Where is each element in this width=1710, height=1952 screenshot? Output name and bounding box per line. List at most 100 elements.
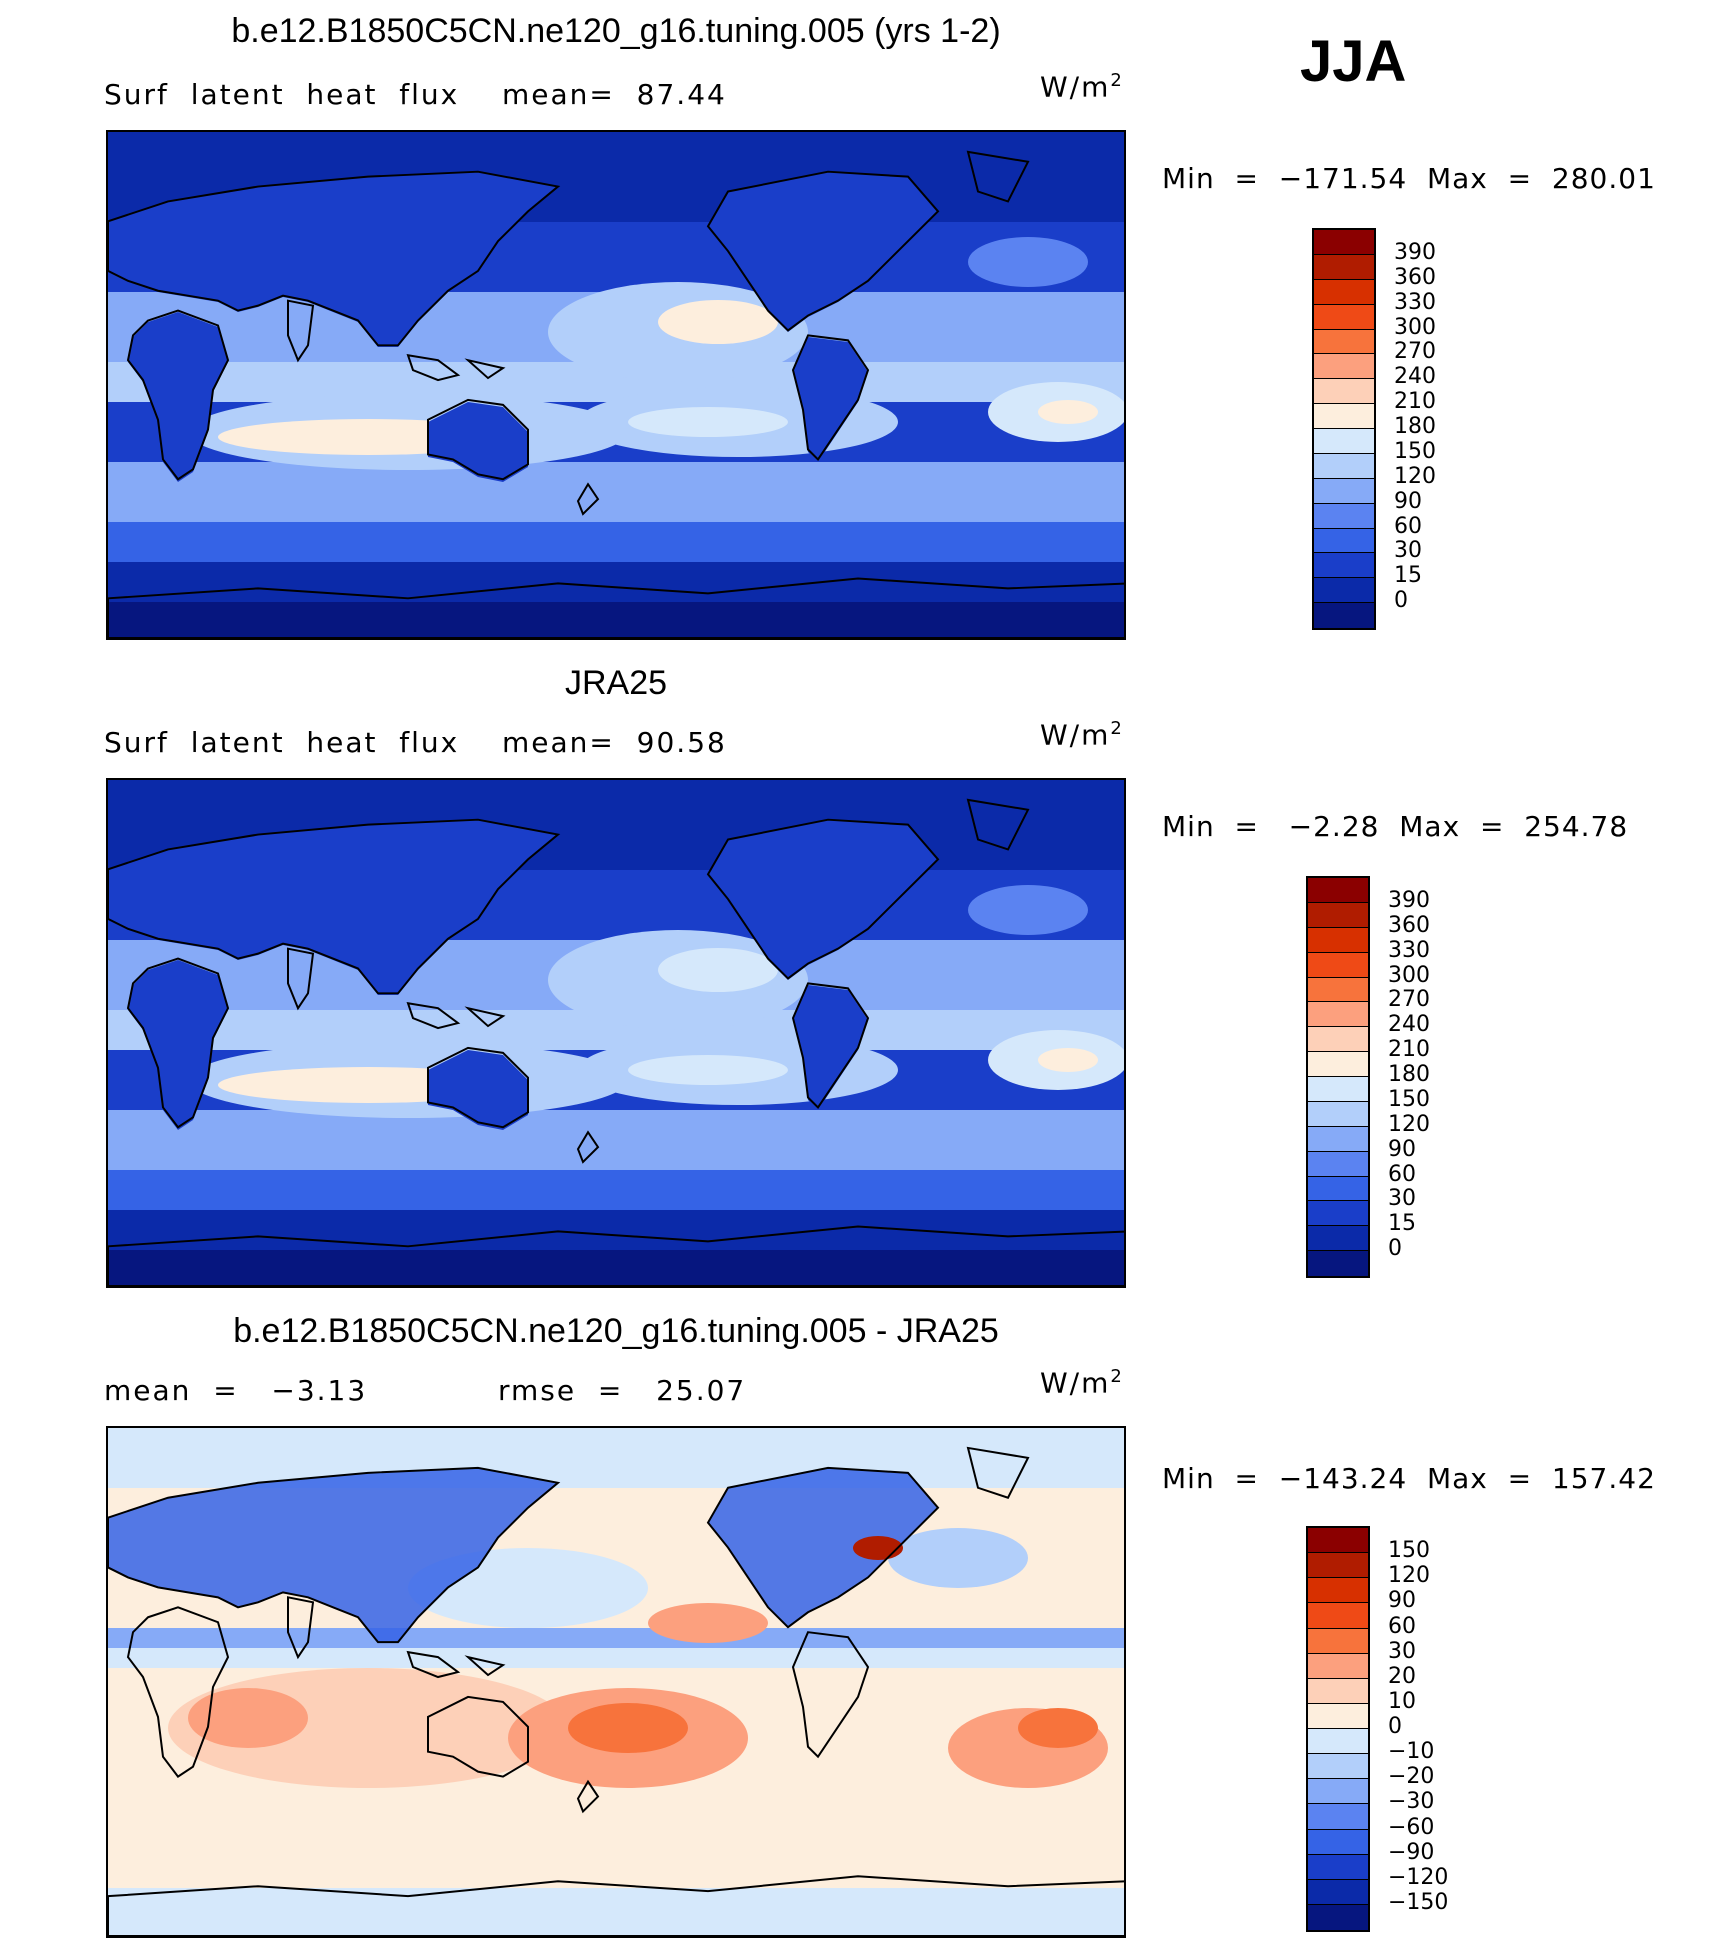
colorbar-tick-label: 0: [1388, 1236, 1402, 1262]
colorbar-tick-label: 180: [1394, 414, 1436, 439]
colorbar-tick-label: 120: [1388, 1111, 1430, 1137]
colorbar-cell: [1308, 1002, 1368, 1028]
colorbar-tick-label: 240: [1388, 1012, 1430, 1038]
colorbar-cell: [1308, 927, 1368, 953]
colorbar-tick-label: 300: [1388, 962, 1430, 988]
colorbar-tick-label: 180: [1388, 1062, 1430, 1087]
colorbar-cell: [1308, 1201, 1368, 1227]
units-label-model: W/m2: [1040, 70, 1124, 104]
colorbar-tick-label: 150: [1388, 1538, 1430, 1564]
colorbar-tick-label: 150: [1388, 1086, 1430, 1112]
colorbar-cell: [1308, 1578, 1368, 1604]
colorbar-cell: [1314, 354, 1374, 380]
colorbar-tick-label: 10: [1388, 1688, 1416, 1714]
colorbar-tick-label: 360: [1388, 912, 1430, 938]
colorbar-model: [1312, 228, 1376, 630]
panel-title-obs: JRA25: [564, 664, 668, 702]
colorbar-cell: [1308, 1729, 1368, 1755]
mean-label-obs: mean= 90.58: [502, 726, 727, 759]
units-label-diff: W/m2: [1040, 1366, 1124, 1400]
contour-map-graphic: [108, 1428, 1124, 1936]
minmax-label-model: Min = −171.54 Max = 280.01: [1162, 162, 1656, 195]
colorbar-tick-label: 30: [1388, 1638, 1416, 1664]
colorbar-tick-label: 90: [1388, 1136, 1416, 1162]
colorbar-tick-label: 15: [1388, 1211, 1416, 1237]
colorbar-cell: [1308, 1528, 1368, 1554]
colorbar-cell: [1308, 1904, 1368, 1930]
colorbar-cell: [1308, 1678, 1368, 1704]
colorbar-cell: [1308, 1754, 1368, 1780]
colorbar-cell: [1314, 553, 1374, 579]
season-label: JJA: [1300, 29, 1407, 94]
units-label-obs: W/m2: [1040, 718, 1124, 752]
colorbar-cell: [1308, 977, 1368, 1003]
colorbar-tick-label: −90: [1388, 1839, 1435, 1865]
variable-label-model: Surf latent heat flux: [104, 78, 460, 111]
colorbar-cell: [1308, 1226, 1368, 1252]
colorbar-cell: [1308, 1779, 1368, 1805]
colorbar-cell: [1314, 230, 1374, 255]
panel-title-model: b.e12.B1850C5CN.ne120_g16.tuning.005 (yr…: [231, 12, 1001, 50]
variable-label-obs: Surf latent heat flux: [104, 726, 460, 759]
colorbar-tick-label: 330: [1394, 289, 1436, 315]
colorbar-cell: [1314, 254, 1374, 280]
colorbar-cell: [1308, 1101, 1368, 1127]
colorbar-cell: [1308, 1829, 1368, 1855]
minmax-label-diff: Min = −143.24 Max = 157.42: [1162, 1462, 1656, 1495]
colorbar-tick-label: 30: [1394, 538, 1422, 564]
colorbar-cell: [1314, 329, 1374, 355]
colorbar-cell: [1308, 1052, 1368, 1077]
colorbar-cell: [1308, 1879, 1368, 1905]
colorbar-cell: [1314, 304, 1374, 330]
colorbar-cell: [1308, 1804, 1368, 1830]
colorbar-cell: [1314, 404, 1374, 429]
colorbar-tick-label: −150: [1388, 1889, 1449, 1915]
colorbar-cell: [1308, 878, 1368, 903]
colorbar-cell: [1314, 478, 1374, 504]
colorbar-cell: [1314, 578, 1374, 604]
colorbar-cell: [1314, 379, 1374, 405]
mean-label-model: mean= 87.44: [502, 78, 727, 111]
map-model: [106, 130, 1126, 640]
colorbar-tick-label: 120: [1388, 1563, 1430, 1589]
colorbar-tick-label: −60: [1388, 1814, 1435, 1840]
colorbar-cell: [1314, 503, 1374, 529]
contour-map-graphic: [108, 780, 1124, 1286]
colorbar-cell: [1308, 1553, 1368, 1579]
colorbar-cell: [1308, 1603, 1368, 1629]
colorbar-tick-label: 360: [1394, 264, 1436, 290]
colorbar-tick-label: −120: [1388, 1864, 1449, 1890]
colorbar-tick-label: 390: [1388, 887, 1430, 913]
colorbar-tick-label: 15: [1394, 563, 1422, 589]
colorbar-cell: [1308, 1854, 1368, 1880]
colorbar-tick-label: 270: [1388, 987, 1430, 1013]
colorbar-cell: [1314, 429, 1374, 454]
panel-title-diff: b.e12.B1850C5CN.ne120_g16.tuning.005 - J…: [233, 1312, 999, 1350]
colorbar-cell: [1308, 1251, 1368, 1276]
colorbar-tick-label: 30: [1388, 1186, 1416, 1212]
colorbar-tick-label: 240: [1394, 364, 1436, 390]
colorbar-cell: [1308, 1703, 1368, 1729]
colorbar-tick-label: −30: [1388, 1789, 1435, 1815]
rmse-label-diff: rmse = 25.07: [498, 1374, 747, 1407]
map-obs: [106, 778, 1126, 1288]
colorbar-tick-label: 390: [1394, 239, 1436, 265]
colorbar-cell: [1308, 902, 1368, 928]
colorbar-cell: [1308, 1653, 1368, 1679]
colorbar-tick-label: 90: [1388, 1588, 1416, 1614]
colorbar-tick-label: 90: [1394, 488, 1422, 514]
colorbar-tick-label: 150: [1394, 438, 1436, 464]
map-diff: [106, 1426, 1126, 1938]
colorbar-tick-label: 330: [1388, 937, 1430, 963]
colorbar-cell: [1308, 1151, 1368, 1177]
colorbar-tick-label: 300: [1394, 314, 1436, 340]
colorbar-tick-label: −10: [1388, 1739, 1435, 1765]
colorbar-tick-label: 20: [1388, 1663, 1416, 1689]
colorbar-cell: [1308, 1628, 1368, 1654]
colorbar-tick-label: 60: [1388, 1161, 1416, 1187]
colorbar-cell: [1308, 1027, 1368, 1053]
colorbar-cell: [1314, 603, 1374, 628]
colorbar-tick-label: 120: [1394, 463, 1436, 489]
colorbar-cell: [1308, 1077, 1368, 1102]
colorbar-tick-label: 210: [1394, 389, 1436, 415]
